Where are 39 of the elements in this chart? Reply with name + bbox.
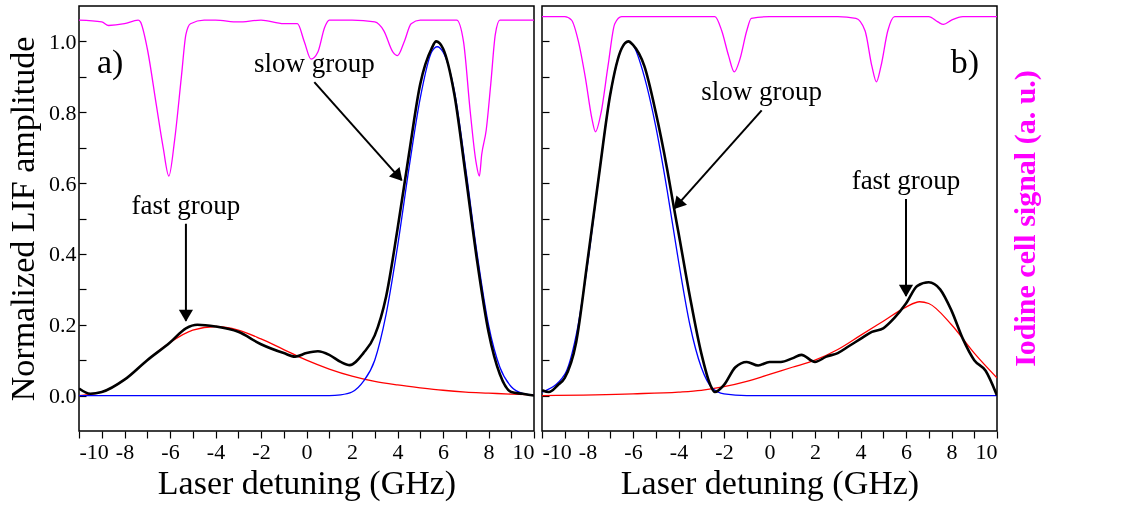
y-tick-label: 0.6 bbox=[49, 170, 77, 196]
x-tick-label: 6 bbox=[438, 438, 449, 464]
x-axis-title: Laser detuning (GHz) bbox=[157, 463, 457, 502]
x-tick-label: 4 bbox=[392, 438, 404, 464]
y2-axis-title: Iodine cell signal (a. u.) bbox=[1008, 70, 1042, 367]
annotation: fast group bbox=[131, 189, 241, 220]
x-tick-label: -2 bbox=[715, 438, 734, 464]
annotation: a) bbox=[97, 43, 124, 81]
x-tick-label: 10 bbox=[975, 438, 998, 464]
y-tick-label: 0.0 bbox=[49, 383, 77, 409]
x-tick-label: -4 bbox=[669, 438, 689, 464]
x-tick-label: 4 bbox=[855, 438, 867, 464]
line-series bbox=[79, 19, 534, 177]
x-tick-label: -10 bbox=[79, 438, 109, 464]
x-tick-label: -4 bbox=[206, 438, 226, 464]
x-tick-label: 10 bbox=[512, 438, 535, 464]
x-tick-label: -2 bbox=[252, 438, 271, 464]
x-tick-label: -6 bbox=[624, 438, 643, 464]
x-tick-label: -6 bbox=[161, 438, 180, 464]
y-tick-label: 0.2 bbox=[49, 312, 77, 338]
x-tick-label: 0 bbox=[301, 438, 313, 464]
x-tick-label: 6 bbox=[901, 438, 912, 464]
x-axis-title: Laser detuning (GHz) bbox=[620, 463, 920, 502]
x-tick-label: -10 bbox=[542, 438, 572, 464]
x-tick-label: 8 bbox=[946, 438, 958, 464]
annotation: slow group bbox=[701, 76, 823, 107]
x-tick-label: -8 bbox=[115, 438, 135, 464]
x-tick-label: 2 bbox=[347, 438, 358, 464]
x-tick-label: -8 bbox=[578, 438, 598, 464]
x-tick-label: 8 bbox=[483, 438, 495, 464]
x-tick-label: 0 bbox=[764, 438, 776, 464]
y-axis-title: Normalized LIF amplitude bbox=[4, 36, 41, 402]
y-tick-label: 0.4 bbox=[49, 241, 77, 267]
y-tick-label: 1.0 bbox=[49, 28, 77, 54]
y-tick-label: 0.8 bbox=[49, 99, 77, 125]
annotation: fast group bbox=[851, 164, 961, 195]
annotation: b) bbox=[950, 43, 979, 81]
x-tick-label: 2 bbox=[810, 438, 821, 464]
annotation: slow group bbox=[253, 48, 375, 79]
